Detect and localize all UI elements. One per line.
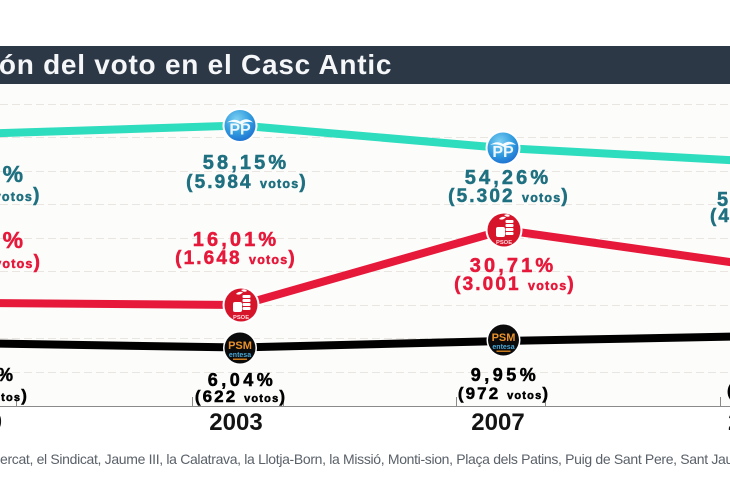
svg-text:entesa: entesa	[229, 352, 251, 359]
svg-text:entesa: entesa	[492, 344, 514, 351]
svg-text:PP: PP	[492, 144, 514, 161]
svg-text:PP: PP	[229, 122, 251, 139]
svg-text:PSOE: PSOE	[496, 240, 512, 246]
svg-text:PSM: PSM	[228, 340, 252, 352]
svg-text:PSM: PSM	[492, 332, 516, 344]
svg-text:PSOE: PSOE	[233, 315, 249, 321]
